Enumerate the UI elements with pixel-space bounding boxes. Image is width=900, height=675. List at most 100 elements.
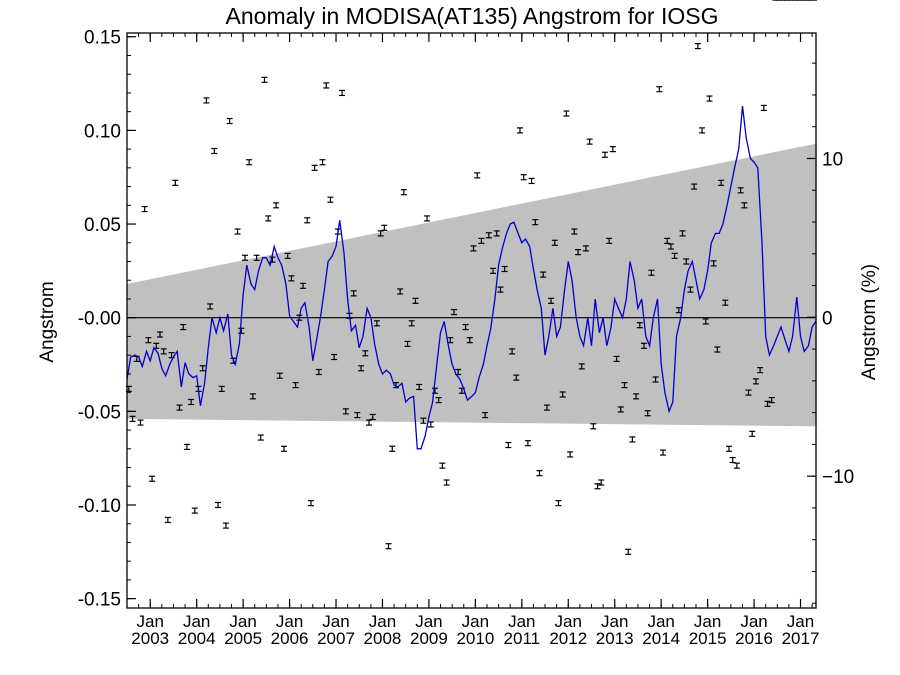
error-point [571,228,578,235]
error-point [160,348,167,355]
x-tick-label-month: Jan [322,612,349,631]
error-point [183,443,190,451]
error-point [226,117,233,125]
error-point [412,297,419,304]
error-point [532,219,539,226]
error-point [180,323,187,331]
error-point [586,138,593,145]
x-tick-label-year: 2006 [271,629,309,648]
error-point [478,237,485,244]
error-point [652,376,659,383]
error-point [238,327,245,334]
x-tick-label-month: Jan [555,612,582,631]
error-point [288,275,295,282]
x-axis: Jan2003Jan2004Jan2005Jan2006Jan2007Jan20… [126,33,819,648]
error-point [222,522,229,529]
x-tick-label-year: 2003 [131,629,169,648]
error-point [629,436,636,443]
error-point [536,470,543,477]
error-point [601,151,608,158]
error-point [141,205,148,213]
error-point [276,372,283,379]
error-bar-points [125,0,817,555]
error-point [737,187,744,194]
trend-band [127,143,817,427]
y2-tick-label: −10 [822,467,854,488]
error-point [323,82,330,89]
error-point [733,462,740,469]
error-point [331,353,338,361]
error-point [745,389,752,396]
x-tick-label-month: Jan [508,612,535,631]
y-axis: 0.15 0.10 0.05 -0.00 -0.05 -0.10 -0.15 [78,28,136,611]
error-point [551,239,558,246]
error-point [462,323,469,331]
error-point [501,265,508,273]
x-tick-label-year: 2012 [549,629,587,648]
x-tick-label-month: Jan [694,612,721,631]
error-point [640,342,647,349]
error-point [319,159,326,166]
error-point [241,254,248,261]
y2-tick-label: 10 [822,149,843,170]
error-point [540,271,547,278]
error-point [362,350,369,357]
error-point [683,258,690,265]
error-point [191,507,198,514]
y-tick-label: 0.10 [84,121,121,142]
error-point [137,419,144,426]
error-point [598,479,605,486]
x-tick-label-year: 2013 [596,629,634,648]
error-point [633,393,640,400]
error-point [493,230,500,237]
error-point [327,196,334,203]
error-point [439,462,446,469]
y-tick-label: -0.10 [78,496,121,517]
error-point [749,430,756,437]
x-tick-label-month: Jan [740,612,767,631]
error-point [543,404,550,411]
error-point [246,159,253,166]
error-point [644,410,651,417]
x-tick-label-month: Jan [462,612,489,631]
error-point [609,146,616,153]
error-point [575,249,582,256]
x-tick-label-month: Jan [787,612,814,631]
error-point [516,127,523,134]
y-axis-label: Angstrom [37,281,58,362]
x-tick-label-month: Jan [276,612,303,631]
error-point [725,445,732,452]
error-point [691,183,698,190]
error-point [350,290,357,297]
error-point [424,215,431,222]
error-point [280,445,287,452]
error-point [218,385,225,392]
error-point [451,308,458,316]
y-tick-label: -0.00 [78,309,121,330]
error-point [354,411,361,419]
x-tick-label-month: Jan [369,612,396,631]
error-point [679,230,686,237]
error-point [249,393,256,400]
error-point [505,441,512,449]
error-point [257,434,264,441]
error-point [311,164,318,171]
error-point [284,252,291,259]
series-line [126,105,817,450]
error-point [211,147,218,155]
error-point [408,320,415,327]
error-point [129,415,136,422]
error-point [300,282,307,289]
error-point [273,202,280,209]
error-point [706,95,713,102]
error-point [203,97,210,104]
error-point [594,483,601,490]
x-tick-label-month: Jan [415,612,442,631]
error-point [760,104,767,112]
error-point [156,331,163,338]
error-point [548,297,555,304]
error-point [466,337,473,344]
error-point [416,383,423,391]
x-tick-label-year: 2004 [178,629,216,648]
